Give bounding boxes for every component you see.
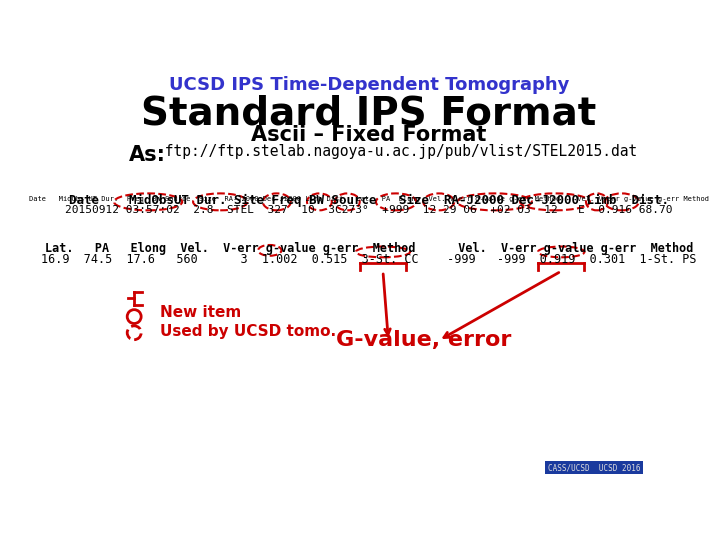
Text: CASS/UCSD  UCSD 2016: CASS/UCSD UCSD 2016 <box>547 463 640 472</box>
Text: Ascii – Fixed Format: Ascii – Fixed Format <box>251 125 487 145</box>
Text: 16.9  74.5  17.6   560      3  1.002  0.515  3-St. CC    -999   -999  0.919  0.3: 16.9 74.5 17.6 560 3 1.002 0.515 3-St. C… <box>41 253 697 266</box>
Text: 20150912 03:57:02  2.8  STEL  327  10  3C273°  +999  12 29 06  +02 03  12   E  0: 20150912 03:57:02 2.8 STEL 327 10 3C273°… <box>66 205 672 215</box>
Text: Used by UCSD tomo.: Used by UCSD tomo. <box>160 325 336 340</box>
Text: New item: New item <box>160 305 241 320</box>
FancyBboxPatch shape <box>545 461 642 475</box>
Text: Lat.   PA   Elong  Vel.  V-err g-value g-err  Method      Vel.  V-err g-value g-: Lat. PA Elong Vel. V-err g-value g-err M… <box>45 242 693 255</box>
Text: Date   MidObs UT Dur.  Freq  BW Source  Size  RA-J2000 Dec-J2000 Limb Dist.  Lat: Date MidObs UT Dur. Freq BW Source Size … <box>29 197 709 202</box>
Text: Standard IPS Format: Standard IPS Format <box>141 94 597 132</box>
Text: ftp://ftp.stelab.nagoya-u.ac.jp/pub/vlist/STEL2015.dat: ftp://ftp.stelab.nagoya-u.ac.jp/pub/vlis… <box>156 144 637 159</box>
Text: Date    MidObsUT Dur. Site Freq BW Source   Size  RA-J2000 Dec-J2000 Limb  Dist.: Date MidObsUT Dur. Site Freq BW Source S… <box>69 194 669 207</box>
Text: G-value, error: G-value, error <box>336 330 511 350</box>
Text: As:: As: <box>129 145 166 165</box>
Text: UCSD IPS Time-Dependent Tomography: UCSD IPS Time-Dependent Tomography <box>168 76 570 94</box>
